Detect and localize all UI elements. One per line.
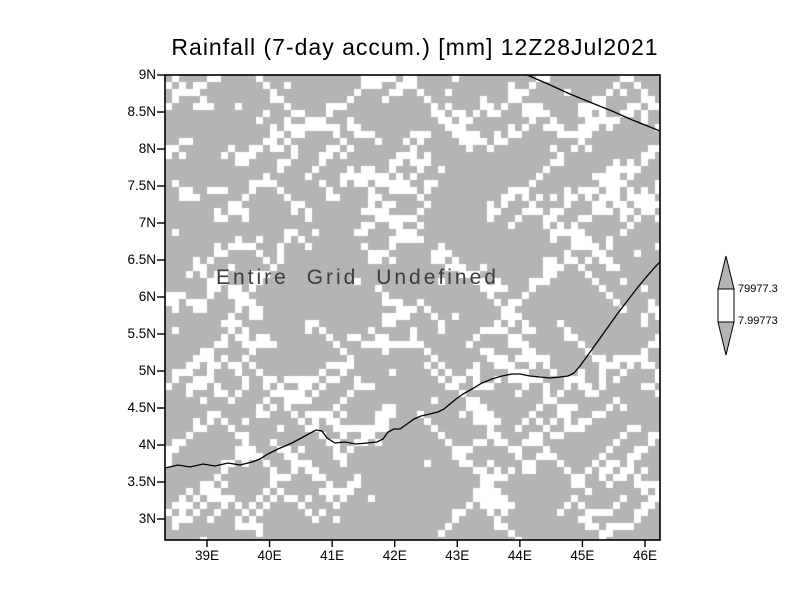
y-tick-label: 7N [138, 215, 156, 230]
plot-border [164, 74, 661, 541]
y-tick-label: 5.5N [127, 326, 156, 341]
chart-title: Rainfall (7-day accum.) [mm] 12Z28Jul202… [171, 34, 659, 60]
northeast-boundary-line [526, 75, 660, 132]
colorbar-upper-label: 79977.3 [738, 283, 778, 295]
y-tick-label: 7.5N [127, 178, 156, 193]
y-tick-label: 3.5N [127, 474, 156, 489]
x-tick-label: 42E [382, 548, 407, 563]
x-tick-label: 46E [632, 548, 657, 563]
y-tick-label: 9N [138, 67, 156, 82]
y-tick-label: 3N [138, 511, 156, 526]
y-tick-label: 6.5N [127, 252, 156, 267]
undefined-annotation: Entire Grid Undefined [216, 266, 499, 289]
y-tick-label: 4N [138, 437, 156, 452]
x-tick-label: 39E [194, 548, 220, 563]
x-tick-label: 45E [570, 548, 595, 563]
x-tick-label: 41E [320, 548, 345, 563]
y-tick-label: 8N [138, 141, 156, 156]
x-tick-label: 43E [445, 548, 470, 563]
southern-boundary-line [165, 261, 660, 469]
y-tick-label: 8.5N [127, 104, 156, 119]
colorbar-up-arrow-icon [717, 255, 735, 290]
y-tick-label: 5N [138, 363, 156, 378]
colorbar-box [717, 288, 735, 323]
x-tick-label: 44E [507, 548, 532, 563]
x-tick-label: 40E [257, 548, 282, 563]
colorbar-lower-label: 7.99773 [738, 315, 778, 327]
y-tick-label: 4.5N [127, 400, 156, 415]
y-tick-label: 6N [138, 289, 156, 304]
colorbar-down-arrow-icon [717, 321, 735, 356]
